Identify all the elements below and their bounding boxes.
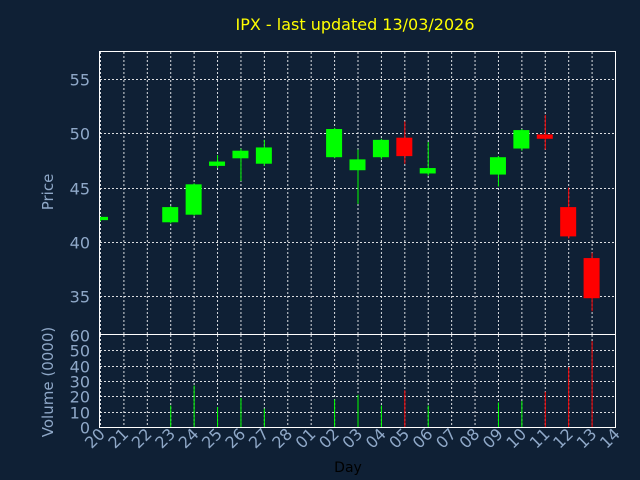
candle <box>255 139 272 166</box>
candle-body <box>162 207 179 223</box>
candle <box>162 206 179 224</box>
candle-body <box>326 129 343 158</box>
x-axis-ticks: 2021222324252627280102030405060708091011… <box>81 424 624 452</box>
candle <box>349 149 366 204</box>
candle-body <box>419 168 436 174</box>
volume-tick-label: 10 <box>70 404 90 423</box>
candle <box>583 252 600 312</box>
price-tick-label: 40 <box>70 234 90 253</box>
candle-body <box>185 184 202 215</box>
candle <box>560 187 577 239</box>
price-candles <box>100 114 600 312</box>
candle <box>513 129 530 151</box>
price-y-ticks: 35 40 45 50 55 <box>70 71 90 307</box>
candle-body <box>560 207 577 237</box>
candle-body <box>489 157 506 175</box>
candle <box>100 216 108 222</box>
x-tick-label: 14 <box>596 424 624 452</box>
candle-body <box>349 159 366 171</box>
volume-tick-label: 50 <box>70 342 90 361</box>
price-tick-label: 45 <box>70 180 90 199</box>
candle-body <box>255 147 272 164</box>
candle-body <box>396 137 413 157</box>
candle <box>372 138 389 160</box>
price-axis-label: Price <box>39 174 57 211</box>
candle <box>536 114 553 150</box>
candle <box>489 156 506 187</box>
candle <box>419 142 436 176</box>
candle-body <box>513 130 530 149</box>
volume-tick-label: 60 <box>70 327 90 346</box>
candle-body <box>583 258 600 299</box>
candle <box>396 121 413 164</box>
x-axis-label: Day <box>334 460 362 476</box>
volume-panel-frame <box>99 334 616 428</box>
candle <box>326 127 343 159</box>
price-tick-label: 50 <box>70 125 90 144</box>
candle-body <box>209 161 226 166</box>
candle-body <box>536 134 553 139</box>
volume-axis-label: Volume (0000) <box>39 327 57 437</box>
volume-tick-label: 20 <box>70 388 90 407</box>
chart-title: IPX - last updated 13/03/2026 <box>235 15 474 34</box>
volume-tick-label: 0 <box>80 419 90 438</box>
candle <box>232 148 249 182</box>
volume-tick-label: 40 <box>70 358 90 377</box>
volume-bars <box>170 341 593 427</box>
price-tick-label: 35 <box>70 288 90 307</box>
candle <box>185 183 202 216</box>
candle-body <box>372 139 389 158</box>
volume-tick-label: 30 <box>70 373 90 392</box>
price-tick-label: 55 <box>70 71 90 90</box>
candle-body <box>232 150 249 159</box>
candle <box>209 155 226 169</box>
candle-body <box>100 216 108 221</box>
